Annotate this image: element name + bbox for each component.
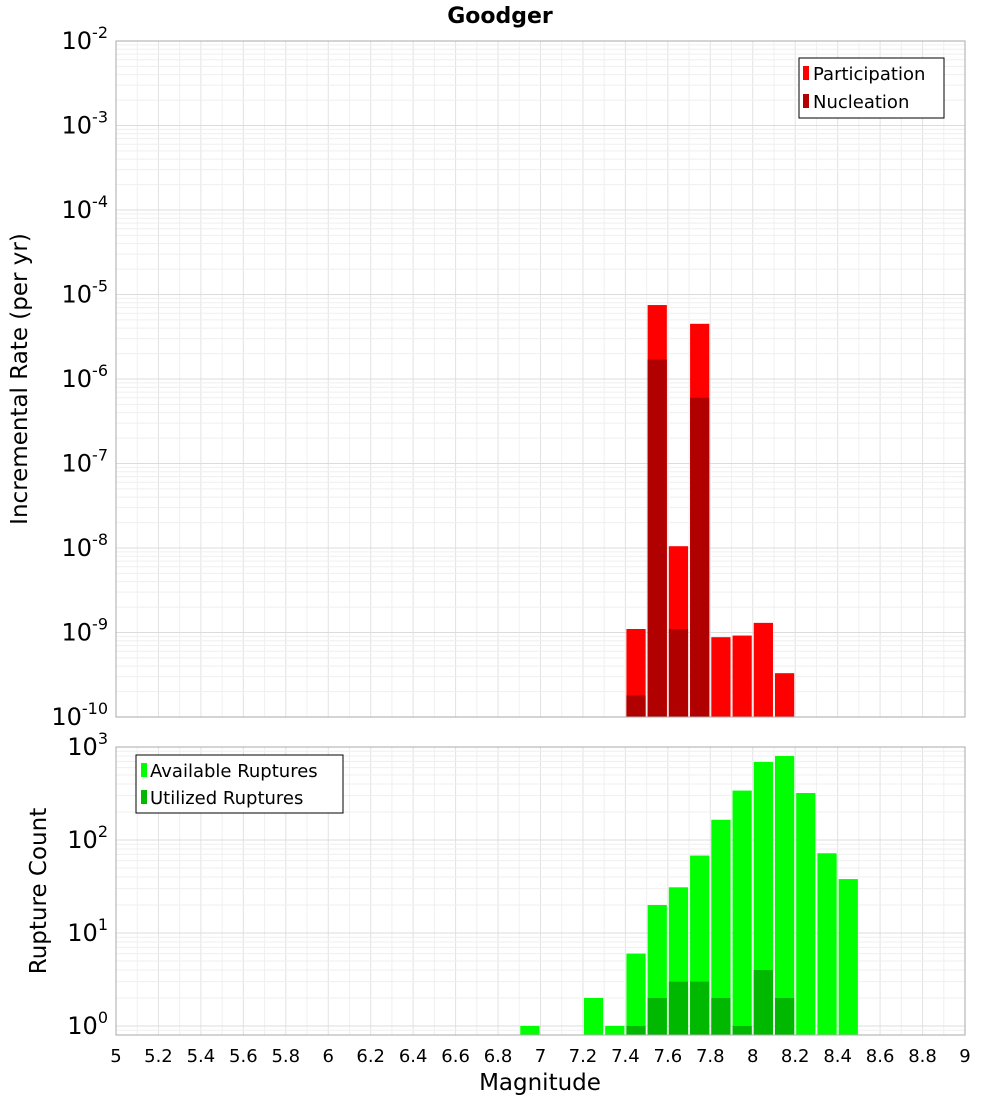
legend-swatch-available	[141, 763, 147, 777]
bottom-bar-available	[583, 997, 604, 1035]
top-bar-nucleation	[647, 359, 667, 717]
x-tick-label: 6.6	[441, 1046, 470, 1067]
bottom-bar-utilized	[626, 1025, 646, 1035]
x-tick-labels: 5 5.2 5.4 5.6 5.8 6 6.2 6.4 6.6 6.8 7 7.2 7.4 7.6 7.8 8…	[110, 1046, 970, 1067]
legend-label-utilized: Utilized Ruptures	[150, 788, 303, 809]
bottom-y-axis-label: Rupture Count	[26, 808, 52, 974]
top-grid	[116, 41, 965, 717]
bottom-bar-available	[838, 879, 858, 1035]
legend-swatch-participation	[803, 66, 809, 80]
x-tick-label: 5.2	[144, 1046, 173, 1067]
x-tick-label: 7.8	[696, 1046, 725, 1067]
x-tick-label: 7.4	[611, 1046, 640, 1067]
top-y-axis-label: Incremental Rate (per yr)	[7, 233, 33, 525]
x-tick-label: 8.8	[908, 1046, 937, 1067]
bottom-bar-available	[817, 853, 837, 1035]
x-tick-label: 6.4	[399, 1046, 428, 1067]
legend-label-available: Available Ruptures	[150, 761, 318, 782]
top-bar-nucleation	[668, 629, 689, 717]
legend-label-participation: Participation	[813, 64, 925, 85]
top-y-tick-labels: 10-10 10-9 10-8 10-7 10-6 10-5 10-4 10-3 10-2	[51, 23, 108, 731]
bottom-y-tick-label: 103	[67, 729, 108, 761]
top-bar-participation	[711, 637, 731, 717]
x-tick-label: 6	[323, 1046, 334, 1067]
x-tick-label: 7	[535, 1046, 546, 1067]
top-bars	[626, 305, 795, 717]
bottom-y-tick-labels: 100 101 102 103	[67, 729, 108, 1040]
x-tick-label: 9	[959, 1046, 970, 1067]
bottom-bar-utilized	[711, 997, 731, 1035]
x-tick-label: 8.6	[866, 1046, 895, 1067]
bottom-bar-utilized	[774, 997, 795, 1035]
chart-title: Goodger	[447, 4, 553, 29]
top-y-tick-label: 10-9	[62, 615, 109, 647]
x-tick-label: 6.8	[484, 1046, 513, 1067]
x-tick-label: 5.4	[187, 1046, 216, 1067]
bottom-bar-available	[796, 793, 816, 1035]
x-tick-label: 8	[747, 1046, 758, 1067]
top-y-tick-label: 10-5	[62, 277, 109, 309]
x-axis-label: Magnitude	[479, 1070, 601, 1096]
x-tick-label: 8.4	[823, 1046, 852, 1067]
x-tick-label: 5	[110, 1046, 121, 1067]
top-y-tick-label: 10-3	[62, 108, 109, 140]
top-bar-participation	[732, 635, 752, 717]
bottom-bar-utilized	[753, 969, 773, 1035]
top-bar-nucleation	[626, 695, 646, 717]
x-tick-label: 5.6	[229, 1046, 258, 1067]
top-y-tick-label: 10-2	[62, 23, 109, 55]
x-tick-label: 7.2	[569, 1046, 598, 1067]
bottom-bar-available	[520, 1025, 540, 1035]
bottom-bar-available	[753, 761, 773, 1035]
x-tick-label: 7.6	[654, 1046, 683, 1067]
x-tick-label: 8.2	[781, 1046, 810, 1067]
bottom-y-tick-label: 102	[67, 822, 108, 854]
bottom-bar-utilized	[732, 1025, 752, 1035]
bottom-bar-available	[605, 1025, 625, 1035]
legend-swatch-nucleation	[803, 94, 809, 108]
top-y-tick-label: 10-4	[62, 192, 109, 224]
top-y-tick-label: 10-6	[62, 361, 109, 393]
top-bar-participation	[774, 673, 795, 717]
top-bar-nucleation	[690, 397, 710, 717]
bottom-y-tick-label: 100	[67, 1008, 108, 1040]
top-legend-box	[798, 57, 945, 119]
top-bar-participation	[626, 629, 646, 717]
bottom-bar-available	[774, 756, 795, 1035]
top-plot-border	[115, 40, 966, 718]
bottom-panel: 100 101 102 103 5 5.2 5.4 5.6 5.8 6 6.2 6.4 6.6 6.8 7…	[26, 729, 971, 1096]
bottom-plot-border	[115, 746, 966, 1036]
bottom-bar-utilized	[647, 997, 667, 1035]
bottom-bars	[520, 756, 858, 1035]
top-panel: 10-10 10-9 10-8 10-7 10-6 10-5 10-4 10-3 10-2 In…	[7, 23, 966, 731]
bottom-bar-available	[732, 790, 752, 1035]
top-y-tick-label: 10-10	[51, 699, 108, 731]
bottom-bar-available	[711, 819, 731, 1035]
bottom-bar-available	[626, 953, 646, 1035]
bottom-bar-utilized	[690, 981, 710, 1035]
bottom-legend: Available Ruptures Utilized Ruptures	[135, 754, 344, 814]
x-tick-label: 6.2	[356, 1046, 385, 1067]
bottom-bar-utilized	[668, 981, 689, 1035]
x-tick-label: 5.8	[271, 1046, 300, 1067]
top-y-tick-label: 10-8	[62, 530, 109, 562]
top-y-tick-label: 10-7	[62, 446, 109, 478]
top-bar-participation	[753, 622, 773, 717]
legend-label-nucleation: Nucleation	[813, 92, 909, 113]
legend-swatch-utilized	[141, 790, 147, 804]
bottom-y-tick-label: 101	[67, 915, 108, 947]
bottom-legend-box	[135, 754, 344, 814]
top-legend: Participation Nucleation	[798, 57, 945, 119]
